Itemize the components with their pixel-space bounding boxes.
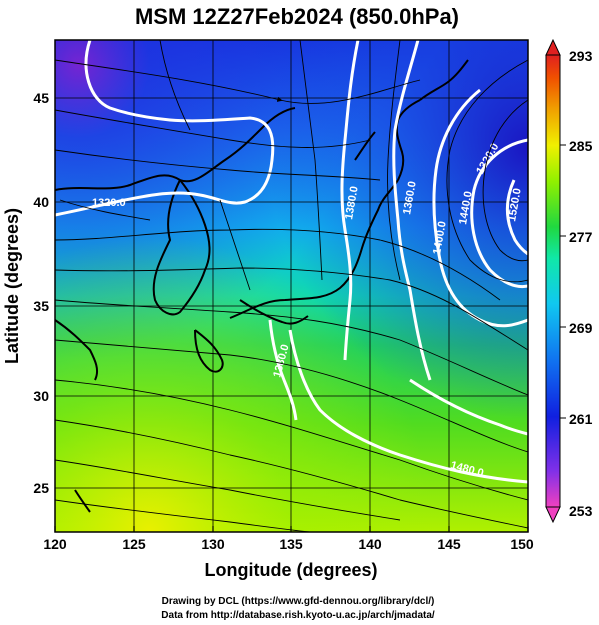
map-panel: 1320.0 1380.0 1360.0 1400.0 1440.0 1320.… [55,40,528,532]
contour-label: 1400.0 [431,220,449,255]
x-tick-label: 120 [43,536,67,552]
y-tick-label: 30 [33,388,49,404]
contour-1320-inner [470,138,528,289]
colorbar-tick: 269 [569,320,593,336]
x-tick-label: 150 [510,536,534,552]
contour-label: 1520.0 [506,187,524,222]
x-tick-label: 135 [279,536,303,552]
x-tick-marks [54,526,529,532]
contour-1380-south [268,319,298,421]
contour-label: 1360.0 [401,180,419,215]
colorbar-min-arrow [545,506,561,524]
contour-label: 1320.0 [92,197,126,209]
colorbar-max-arrow [545,38,561,56]
colorbar-scale [545,54,561,508]
contour-1320 [55,40,275,217]
x-tick-label: 145 [437,536,461,552]
x-axis-label: Longitude (degrees) [204,560,377,580]
contour-1520 [505,179,528,256]
y-tick-label: 35 [33,298,49,314]
x-tick-label: 130 [201,536,225,552]
contour-label: 1380.0 [343,185,361,220]
y-tick-label: 25 [33,480,49,496]
contour-label: 1440.0 [457,190,475,225]
colorbar: 293 285 277 269 261 253 [545,38,593,524]
chart-title: MSM 12Z27Feb2024 (850.0hPa) [135,4,459,29]
contour-1480 [288,329,528,484]
colorbar-tick: 293 [569,48,593,64]
credit-data: Data from http://database.rish.kyoto-u.a… [161,610,435,621]
contour-1400 [432,88,528,328]
y-axis-ticks: 25 30 35 40 45 [33,90,49,496]
y-tick-label: 45 [33,90,49,106]
x-axis-ticks: 120 125 130 135 140 145 150 [43,536,534,552]
coastlines [55,59,469,513]
x-tick-label: 125 [122,536,146,552]
height-contours [55,40,528,484]
colorbar-tick: 285 [569,138,593,154]
colorbar-tick: 253 [569,503,593,519]
y-axis-label: Latitude (degrees) [2,208,22,364]
credit-drawing: Drawing by DCL (https://www.gfd-dennou.o… [162,596,435,607]
contour-1380-west [340,40,360,361]
contour-1360 [392,40,432,381]
y-tick-label: 40 [33,194,49,210]
contour-1440 [409,378,528,436]
x-tick-label: 140 [358,536,382,552]
wind-streamlines [55,40,528,532]
colorbar-tick: 277 [569,229,593,245]
colorbar-tick: 261 [569,411,593,427]
